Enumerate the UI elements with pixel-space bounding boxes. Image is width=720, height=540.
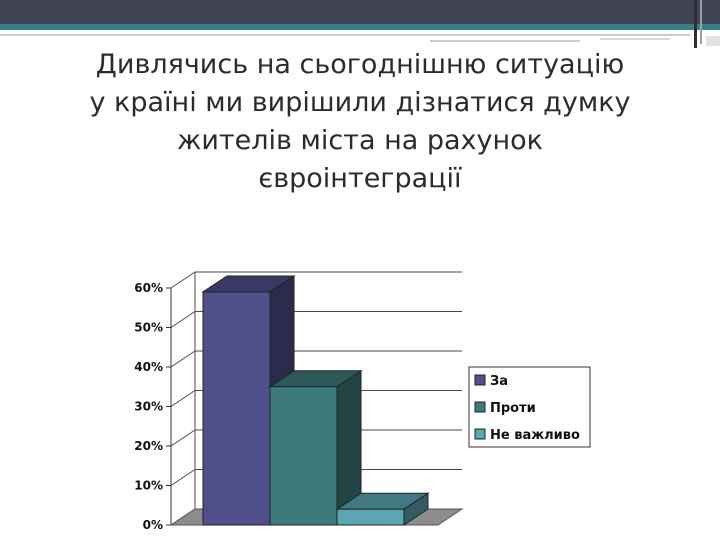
slide-decor-line [430, 40, 580, 42]
slide-decor-line [0, 34, 690, 36]
gridline-diagonal [170, 429, 196, 447]
slide-title-line: у країні ми вирішили дізнатися думку [89, 87, 631, 118]
slide-decor-bar [700, 0, 702, 44]
gridline-diagonal [170, 390, 196, 407]
slide-title-line: жителів міста на рахунок [177, 125, 543, 156]
y-tick-label: 60% [134, 281, 163, 295]
y-tick-label: 40% [134, 360, 163, 374]
slide-decor-square [706, 36, 720, 46]
legend-label: За [490, 374, 508, 389]
legend-box [468, 366, 591, 448]
legend-label: Проти [490, 401, 536, 416]
bar-2 [268, 369, 363, 526]
y-tick-label: 20% [134, 439, 163, 453]
slide-title: Дивлячись на сьогоднішню ситуацію у краї… [20, 46, 700, 198]
bar-front [269, 386, 338, 526]
bar-3 [335, 492, 430, 526]
bar-front [336, 508, 405, 526]
legend-label: Не важливо [490, 428, 580, 443]
slide-top-bar [0, 0, 720, 24]
legend-swatch [474, 428, 486, 440]
gridline-diagonal [170, 350, 196, 368]
bar-front [202, 291, 271, 526]
slide-title-line: євроінтеграції [258, 163, 462, 194]
y-tick-label: 50% [134, 321, 163, 335]
gridline-diagonal [170, 311, 196, 328]
slide-decor-line [600, 38, 670, 40]
slide-decor-bar [694, 0, 697, 48]
legend-swatch [474, 374, 486, 386]
y-tick-label: 10% [134, 479, 163, 493]
y-tick-label: 30% [134, 400, 163, 414]
gridline-diagonal [170, 469, 196, 486]
slide-top-accent-stripe [0, 24, 720, 30]
gridline-diagonal [170, 271, 196, 289]
y-tick-label: 0% [143, 518, 163, 532]
legend-swatch [474, 401, 486, 413]
slide-title-line: Дивлячись на сьогоднішню ситуацію [95, 49, 625, 80]
